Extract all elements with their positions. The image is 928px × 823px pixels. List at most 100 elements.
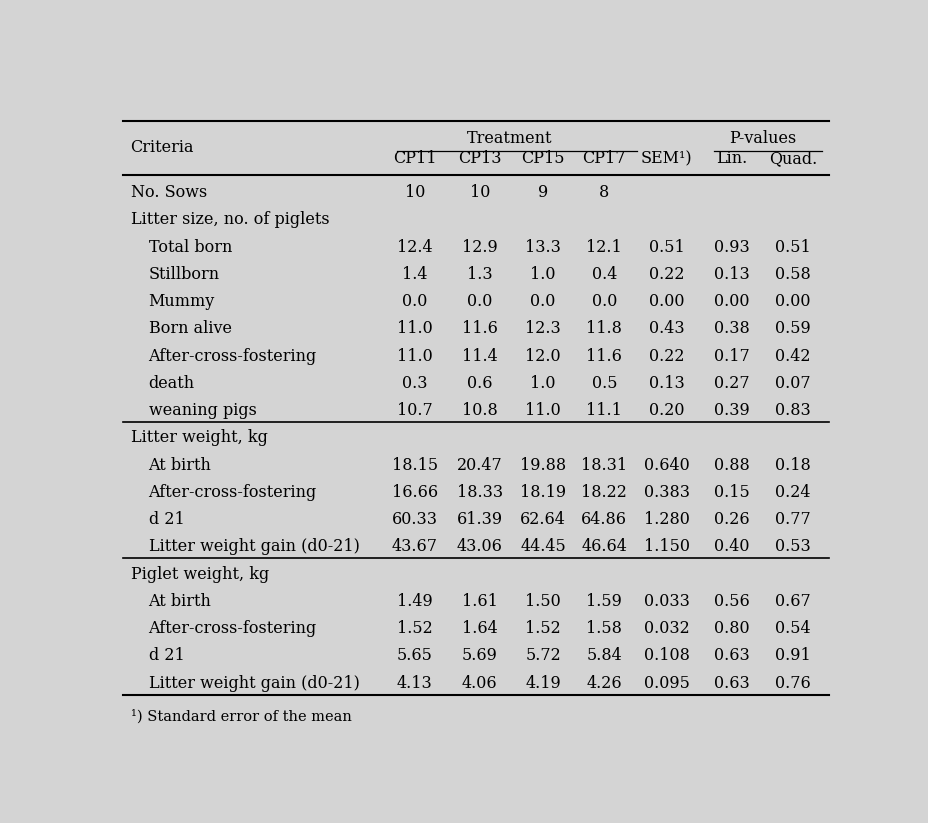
Text: 5.72: 5.72 xyxy=(524,647,561,664)
Text: P-values: P-values xyxy=(728,130,795,147)
Text: 12.4: 12.4 xyxy=(396,239,432,255)
Text: CP15: CP15 xyxy=(521,151,564,167)
Text: 0.18: 0.18 xyxy=(774,457,810,473)
Text: 0.383: 0.383 xyxy=(643,484,690,500)
Text: 0.43: 0.43 xyxy=(649,320,684,337)
Text: 11.1: 11.1 xyxy=(586,402,622,419)
Text: Litter size, no. of piglets: Litter size, no. of piglets xyxy=(130,212,329,228)
Text: 1.0: 1.0 xyxy=(530,374,555,392)
Text: 0.032: 0.032 xyxy=(643,620,689,637)
Text: Piglet weight, kg: Piglet weight, kg xyxy=(130,565,268,583)
Text: 0.67: 0.67 xyxy=(774,593,810,610)
Text: 12.9: 12.9 xyxy=(461,239,497,255)
Text: Criteria: Criteria xyxy=(130,139,194,156)
Text: 0.40: 0.40 xyxy=(714,538,749,556)
Text: 1.280: 1.280 xyxy=(643,511,690,528)
Text: 0.93: 0.93 xyxy=(713,239,749,255)
Text: 0.00: 0.00 xyxy=(649,293,684,310)
Text: 0.6: 0.6 xyxy=(467,374,492,392)
Text: 0.15: 0.15 xyxy=(713,484,749,500)
Text: 5.65: 5.65 xyxy=(396,647,432,664)
Text: At birth: At birth xyxy=(148,457,212,473)
Text: 10: 10 xyxy=(405,184,425,201)
Text: 0.640: 0.640 xyxy=(643,457,689,473)
Text: 4.19: 4.19 xyxy=(524,675,561,691)
Text: 0.13: 0.13 xyxy=(713,266,749,283)
Text: CP11: CP11 xyxy=(393,151,436,167)
Text: 13.3: 13.3 xyxy=(524,239,561,255)
Text: 11.0: 11.0 xyxy=(524,402,561,419)
Text: 43.06: 43.06 xyxy=(457,538,502,556)
Text: 10.8: 10.8 xyxy=(461,402,497,419)
Text: 0.51: 0.51 xyxy=(774,239,810,255)
Text: 9: 9 xyxy=(537,184,548,201)
Text: 0.22: 0.22 xyxy=(649,266,684,283)
Text: 19.88: 19.88 xyxy=(520,457,565,473)
Text: 11.8: 11.8 xyxy=(586,320,622,337)
Text: 1.3: 1.3 xyxy=(467,266,492,283)
Text: 0.0: 0.0 xyxy=(591,293,616,310)
Text: 1.52: 1.52 xyxy=(396,620,432,637)
Text: 0.00: 0.00 xyxy=(714,293,749,310)
Text: 18.33: 18.33 xyxy=(457,484,502,500)
Text: 4.13: 4.13 xyxy=(396,675,432,691)
Text: 0.22: 0.22 xyxy=(649,347,684,365)
Text: 0.80: 0.80 xyxy=(713,620,749,637)
Text: 1.61: 1.61 xyxy=(461,593,497,610)
Text: 0.42: 0.42 xyxy=(774,347,810,365)
Text: 0.76: 0.76 xyxy=(774,675,810,691)
Text: Total born: Total born xyxy=(148,239,232,255)
Text: 0.27: 0.27 xyxy=(713,374,749,392)
Text: 16.66: 16.66 xyxy=(392,484,437,500)
Text: 62.64: 62.64 xyxy=(520,511,565,528)
Text: 4.26: 4.26 xyxy=(586,675,622,691)
Text: 0.88: 0.88 xyxy=(713,457,749,473)
Text: 0.91: 0.91 xyxy=(774,647,810,664)
Text: 4.06: 4.06 xyxy=(461,675,497,691)
Text: 64.86: 64.86 xyxy=(581,511,626,528)
Text: 18.15: 18.15 xyxy=(392,457,437,473)
Text: 0.5: 0.5 xyxy=(591,374,616,392)
Text: 20.47: 20.47 xyxy=(457,457,502,473)
Text: 0.24: 0.24 xyxy=(774,484,810,500)
Text: After-cross-fostering: After-cross-fostering xyxy=(148,484,316,500)
Text: At birth: At birth xyxy=(148,593,212,610)
Text: 0.20: 0.20 xyxy=(649,402,684,419)
Text: 0.63: 0.63 xyxy=(713,647,749,664)
Text: 11.6: 11.6 xyxy=(461,320,497,337)
Text: death: death xyxy=(148,374,195,392)
Text: 60.33: 60.33 xyxy=(392,511,437,528)
Text: 44.45: 44.45 xyxy=(520,538,565,556)
Text: ¹) Standard error of the mean: ¹) Standard error of the mean xyxy=(130,709,351,723)
Text: Mummy: Mummy xyxy=(148,293,214,310)
Text: No. Sows: No. Sows xyxy=(130,184,207,201)
Text: 10: 10 xyxy=(469,184,489,201)
Text: Lin.: Lin. xyxy=(715,151,746,167)
Text: 43.67: 43.67 xyxy=(392,538,437,556)
Text: 0.83: 0.83 xyxy=(774,402,810,419)
Text: 5.84: 5.84 xyxy=(586,647,622,664)
Text: 11.0: 11.0 xyxy=(396,320,432,337)
Text: 0.108: 0.108 xyxy=(643,647,690,664)
Text: 5.69: 5.69 xyxy=(461,647,497,664)
Text: 0.0: 0.0 xyxy=(530,293,555,310)
Text: 0.38: 0.38 xyxy=(713,320,749,337)
Text: 1.150: 1.150 xyxy=(643,538,690,556)
Text: Litter weight gain (d0-21): Litter weight gain (d0-21) xyxy=(148,675,359,691)
Text: 0.00: 0.00 xyxy=(774,293,810,310)
Text: 0.56: 0.56 xyxy=(713,593,749,610)
Text: d 21: d 21 xyxy=(148,647,184,664)
Text: 0.26: 0.26 xyxy=(713,511,749,528)
Text: 0.033: 0.033 xyxy=(643,593,690,610)
Text: 0.39: 0.39 xyxy=(713,402,749,419)
Text: CP13: CP13 xyxy=(458,151,501,167)
Text: 1.59: 1.59 xyxy=(586,593,622,610)
Text: 0.0: 0.0 xyxy=(402,293,427,310)
Text: 1.0: 1.0 xyxy=(530,266,555,283)
Text: 12.0: 12.0 xyxy=(524,347,561,365)
Text: 0.63: 0.63 xyxy=(713,675,749,691)
Text: 1.64: 1.64 xyxy=(461,620,497,637)
Text: CP17: CP17 xyxy=(582,151,625,167)
Text: 0.59: 0.59 xyxy=(774,320,810,337)
Text: 10.7: 10.7 xyxy=(396,402,432,419)
